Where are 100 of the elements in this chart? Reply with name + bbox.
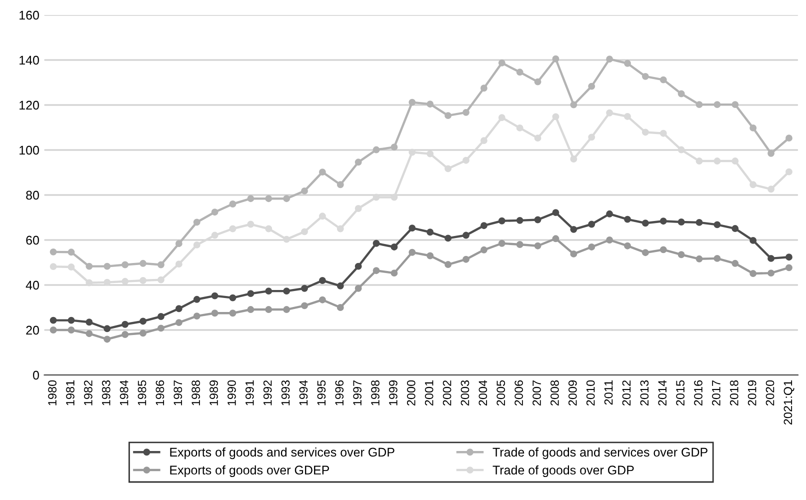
point	[86, 330, 93, 338]
point	[175, 240, 182, 248]
point	[516, 124, 524, 132]
y-tick-label: 60	[26, 236, 39, 245]
point	[444, 234, 452, 242]
point	[211, 292, 218, 300]
x-tick-label: 2003	[460, 380, 470, 406]
point	[750, 124, 757, 132]
point	[372, 267, 380, 274]
point	[247, 306, 254, 313]
legend-label: Exports of goods and services over GDP	[170, 447, 394, 460]
point	[534, 134, 542, 142]
point	[696, 255, 703, 262]
point	[265, 195, 272, 202]
y-tick-label: 20	[26, 326, 39, 335]
point	[247, 220, 254, 228]
point	[140, 277, 146, 284]
point	[175, 319, 182, 326]
legend-label: Trade of goods over GDP	[492, 465, 634, 478]
point	[50, 316, 57, 324]
point	[426, 228, 434, 236]
point	[516, 241, 524, 248]
point	[354, 158, 362, 166]
point	[336, 181, 344, 188]
point	[104, 336, 111, 343]
point	[50, 326, 57, 334]
point	[318, 277, 326, 284]
point	[157, 276, 164, 284]
point	[588, 134, 596, 141]
point	[732, 101, 739, 108]
y-tick-label: 80	[26, 190, 39, 200]
x-tick-label: 2005	[496, 380, 506, 406]
point	[68, 264, 75, 270]
point	[211, 208, 218, 216]
y-tick-label: 120	[20, 100, 39, 110]
point	[480, 84, 488, 92]
point	[678, 251, 685, 258]
point	[480, 222, 488, 230]
point	[696, 158, 703, 164]
point	[480, 246, 488, 254]
x-tick-label: 1999	[389, 380, 398, 406]
point	[785, 168, 792, 176]
point	[140, 318, 146, 325]
point	[642, 220, 649, 227]
point	[732, 260, 739, 267]
x-tick-label: 1983	[102, 380, 110, 406]
point	[175, 260, 182, 268]
legend-label: Exports of goods over GDEP	[170, 465, 330, 478]
point	[552, 113, 560, 120]
point	[444, 112, 452, 120]
x-tick-label: 2011	[604, 380, 613, 405]
point	[678, 146, 685, 154]
point	[624, 60, 631, 67]
x-tick-label: 1996	[335, 380, 344, 406]
point	[50, 263, 57, 270]
point	[104, 262, 111, 270]
x-tick-label: 1991	[245, 380, 254, 406]
point	[265, 225, 272, 232]
point	[336, 282, 344, 290]
x-tick-label: 2004	[478, 380, 488, 406]
point	[785, 254, 792, 261]
point	[193, 218, 200, 226]
x-tick-label: 2017	[712, 380, 720, 406]
x-tick-label: 1988	[192, 380, 200, 406]
x-tick-label: 2002	[442, 380, 452, 406]
point	[426, 150, 434, 158]
point	[624, 242, 631, 250]
point	[265, 288, 272, 295]
point	[336, 225, 344, 232]
y-tick-label: 140	[20, 56, 39, 65]
point	[785, 264, 792, 272]
point	[193, 312, 200, 320]
x-tick-label: 1985	[138, 380, 146, 406]
x-tick-label: 2010	[586, 380, 595, 406]
point	[86, 279, 93, 286]
point	[283, 236, 290, 243]
x-tick-label: 2021:Q1	[784, 380, 794, 425]
x-tick-label: 2012	[622, 380, 631, 406]
point	[193, 296, 200, 303]
point	[462, 108, 470, 116]
point	[86, 318, 93, 326]
x-tick-label: 2008	[550, 380, 559, 406]
point	[750, 181, 757, 188]
point	[462, 256, 470, 263]
x-tick-label: 1998	[371, 380, 380, 406]
point	[390, 270, 398, 277]
x-tick-label: 1987	[174, 380, 182, 406]
point	[678, 90, 685, 98]
x-tick-label: 1984	[120, 380, 128, 406]
point	[785, 134, 792, 142]
point	[318, 296, 326, 304]
point	[318, 212, 326, 220]
point	[318, 168, 326, 176]
point	[678, 218, 685, 226]
x-tick-label: 2007	[532, 380, 541, 406]
point	[354, 284, 362, 292]
point	[301, 228, 308, 236]
x-tick-label: 1981	[66, 380, 74, 406]
point	[354, 262, 362, 270]
point	[588, 244, 596, 250]
